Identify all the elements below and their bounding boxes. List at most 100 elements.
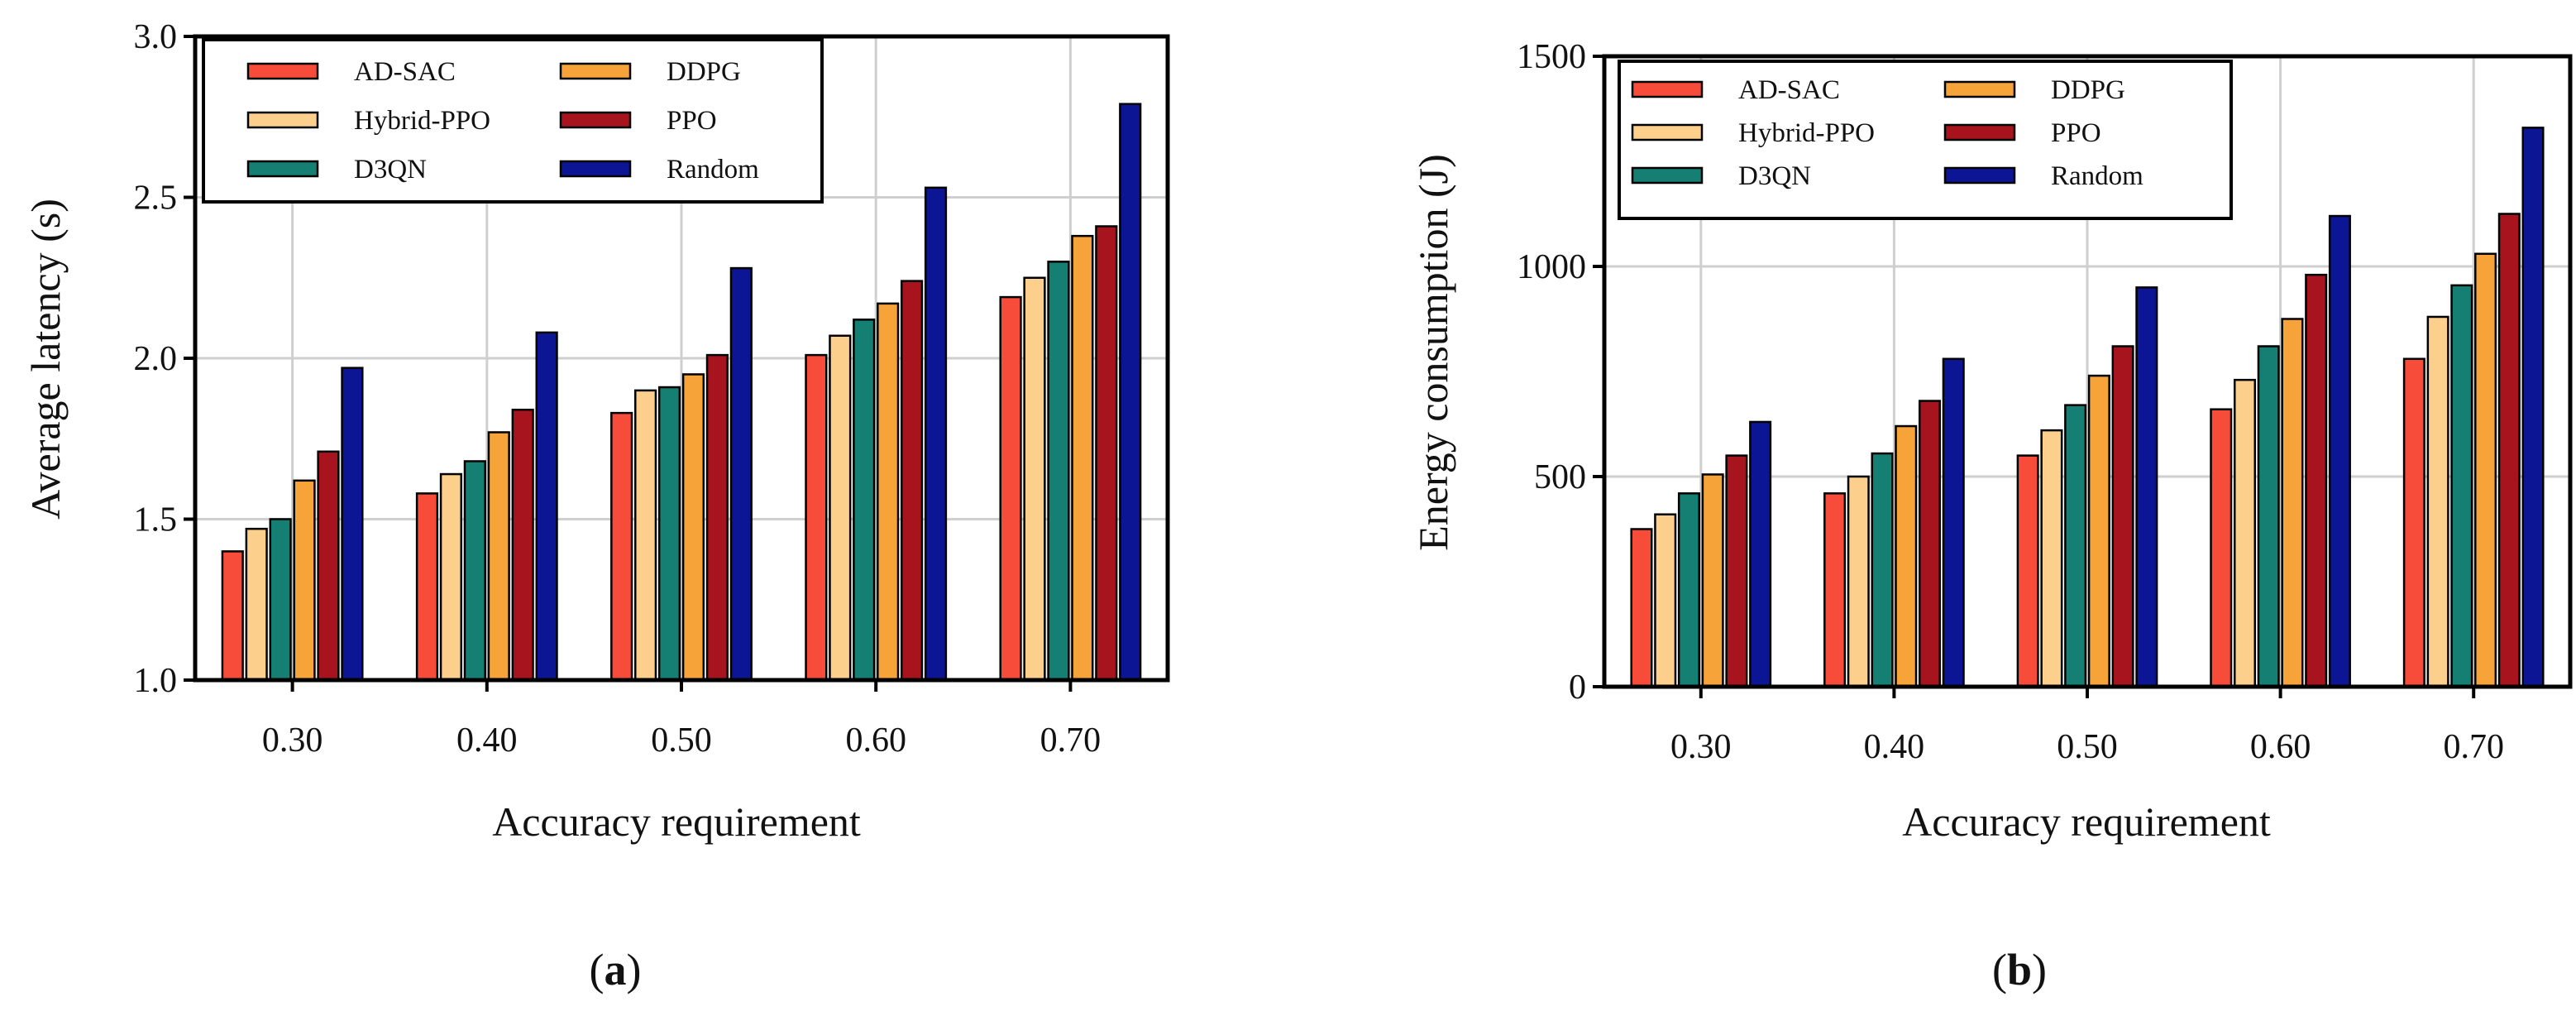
chart-b-x-tick-label: 0.60: [2250, 728, 2311, 766]
chart-b-x-tick-label: 0.30: [1670, 728, 1732, 766]
chart-b-bar-hybrid-ppo-0.40: [1847, 475, 1870, 688]
chart-b-bar-ppo-0.70: [2497, 213, 2521, 688]
chart-a-bar-ad-sac-0.30: [221, 550, 244, 682]
chart-b-y-tick-label: 1000: [1517, 248, 1586, 286]
chart-b-bar-ad-sac-0.40: [1823, 492, 1847, 688]
chart-a-bar-ddpg-0.40: [487, 431, 510, 682]
chart-b-legend-swatch-d3qn: [1631, 166, 1704, 185]
chart-a-bar-d3qn-0.30: [269, 518, 292, 682]
chart-a-panel-label: (a): [590, 945, 642, 994]
chart-b-bar-ddpg-0.30: [1701, 473, 1724, 688]
chart-b-bar-ddpg-0.70: [2474, 252, 2497, 688]
chart-b-bar-random-0.50: [2135, 286, 2158, 688]
chart-a-bar-d3qn-0.70: [1047, 261, 1070, 682]
chart-panel-a: 0.30 0.40 0.50 0.60 0.70 1.0 1.5 2.0 2.5 3.0 Acc…: [22, 18, 1170, 994]
chart-a-legend-swatch-random: [559, 160, 632, 178]
chart-a-bar-ddpg-0.60: [877, 302, 900, 682]
chart-b-y-axis-title: Energy consumption (J): [1410, 154, 1456, 551]
chart-a-bar-hybrid-ppo-0.40: [439, 472, 463, 682]
chart-a-bar-d3qn-0.40: [463, 460, 486, 682]
chart-a-bar-hybrid-ppo-0.70: [1023, 276, 1046, 682]
chart-b-x-tick-label: 0.50: [2057, 728, 2118, 766]
chart-b-bar-hybrid-ppo-0.70: [2426, 315, 2449, 688]
chart-b-x-tick-label: 0.70: [2443, 728, 2504, 766]
chart-a-legend-swatch-hybrid-ppo: [246, 111, 319, 129]
chart-b-bar-ppo-0.60: [2305, 273, 2328, 688]
chart-a-legend-label-random: Random: [667, 155, 759, 185]
chart-a-bar-hybrid-ppo-0.30: [245, 527, 268, 682]
chart-a-legend-swatch-ad-sac: [246, 62, 319, 80]
chart-a-bar-d3qn-0.50: [657, 386, 681, 682]
chart-a-legend-label-ad-sac: AD-SAC: [354, 57, 456, 87]
chart-b-legend-label-ad-sac: AD-SAC: [1738, 75, 1840, 105]
chart-a-bar-ddpg-0.70: [1071, 234, 1094, 682]
chart-a-x-tick-label: 0.60: [845, 721, 906, 760]
chart-a-bar-ad-sac-0.60: [805, 353, 828, 682]
chart-b-bar-ad-sac-0.60: [2210, 408, 2233, 688]
chart-b-x-tick-label: 0.40: [1864, 728, 1925, 766]
chart-a-bar-ddpg-0.50: [681, 373, 705, 682]
chart-a-y-tick-label: 1.0: [134, 662, 178, 700]
chart-b-y-tick-label: 1500: [1517, 38, 1586, 76]
chart-a-y-tick-label: 3.0: [134, 18, 178, 56]
chart-b-bar-hybrid-ppo-0.30: [1654, 513, 1677, 688]
chart-b-legend-swatch-ad-sac: [1631, 80, 1704, 98]
chart-b-bar-ddpg-0.50: [2087, 374, 2110, 688]
chart-a-bar-random-0.60: [924, 186, 948, 682]
chart-a-legend-label-d3qn: D3QN: [354, 155, 427, 185]
chart-b-bar-d3qn-0.60: [2257, 345, 2280, 688]
chart-a-legend-swatch-ddpg: [559, 62, 632, 80]
chart-a-y-tick-label: 2.5: [134, 180, 178, 218]
chart-a-y-tick-label: 1.5: [134, 501, 178, 539]
chart-panel-b: 0.30 0.40 0.50 0.60 0.70 0 500 1000 1500 Accura…: [1410, 38, 2573, 994]
chart-b-y-ticks: 0 500 1000 1500: [1517, 38, 1604, 707]
chart-a-legend-label-hybrid-ppo: Hybrid-PPO: [354, 106, 490, 136]
chart-b-bar-hybrid-ppo-0.60: [2233, 378, 2257, 688]
chart-b-bar-ddpg-0.40: [1895, 424, 1918, 688]
chart-a-bar-random-0.30: [341, 367, 364, 682]
chart-b-bar-d3qn-0.50: [2064, 404, 2087, 688]
chart-a-legend-label-ppo: PPO: [667, 106, 717, 136]
chart-b-bar-ad-sac-0.70: [2402, 357, 2425, 688]
chart-a-x-axis-title: Accuracy requirement: [492, 798, 861, 845]
chart-b-legend-label-random: Random: [2051, 161, 2143, 191]
chart-a-x-tick-label: 0.50: [651, 721, 712, 760]
chart-a-legend-swatch-ppo: [559, 111, 632, 129]
chart-b-legend-swatch-ddpg: [1943, 80, 2016, 98]
chart-b-bar-ppo-0.30: [1725, 454, 1748, 688]
chart-a-bar-ppo-0.60: [900, 280, 924, 682]
chart-b-bar-d3qn-0.70: [2450, 284, 2473, 688]
chart-a-bar-random-0.50: [729, 266, 753, 682]
chart-b-y-tick-label: 0: [1569, 669, 1586, 707]
chart-b-panel-label: (b): [1992, 945, 2047, 994]
chart-a-bar-random-0.40: [535, 331, 558, 682]
chart-b-bar-random-0.70: [2521, 127, 2545, 688]
chart-a-bar-d3qn-0.60: [853, 319, 876, 682]
chart-a-y-ticks: 1.0 1.5 2.0 2.5 3.0: [134, 18, 195, 700]
chart-a-legend-swatch-d3qn: [246, 160, 319, 178]
chart-a-y-axis-title: Average latency (s): [22, 199, 69, 520]
chart-b-legend: AD-SAC Hybrid-PPO D3QN DDPG PPO Random: [1618, 60, 2233, 220]
chart-a-x-ticks: 0.30 0.40 0.50 0.60 0.70: [262, 680, 1101, 760]
chart-a-bar-ppo-0.40: [511, 408, 534, 682]
chart-a-bar-hybrid-ppo-0.60: [829, 334, 852, 682]
chart-a-bar-ddpg-0.30: [293, 479, 316, 682]
chart-b-x-ticks: 0.30 0.40 0.50 0.60 0.70: [1670, 687, 2504, 766]
chart-b-legend-label-hybrid-ppo: Hybrid-PPO: [1738, 118, 1875, 148]
chart-a-bar-ad-sac-0.50: [610, 411, 633, 682]
chart-b-bar-ddpg-0.60: [2281, 318, 2304, 688]
chart-b-bar-ppo-0.50: [2111, 345, 2134, 688]
chart-b-legend-swatch-random: [1943, 166, 2016, 185]
chart-b-bar-d3qn-0.40: [1871, 452, 1894, 688]
chart-b-bar-random-0.60: [2328, 214, 2351, 688]
chart-a-bar-random-0.70: [1119, 103, 1142, 682]
chart-a-bar-ppo-0.70: [1095, 225, 1118, 682]
chart-b-x-axis-title: Accuracy requirement: [1902, 798, 2271, 845]
chart-b-legend-swatch-ppo: [1943, 123, 2016, 141]
chart-a-bar-ad-sac-0.40: [415, 492, 439, 682]
chart-b-bar-hybrid-ppo-0.50: [2040, 429, 2063, 688]
chart-b-bar-d3qn-0.30: [1677, 492, 1700, 688]
chart-b-bar-random-0.40: [1942, 357, 1965, 688]
chart-b-legend-swatch-hybrid-ppo: [1631, 123, 1704, 141]
chart-b-legend-label-ddpg: DDPG: [2051, 75, 2125, 105]
